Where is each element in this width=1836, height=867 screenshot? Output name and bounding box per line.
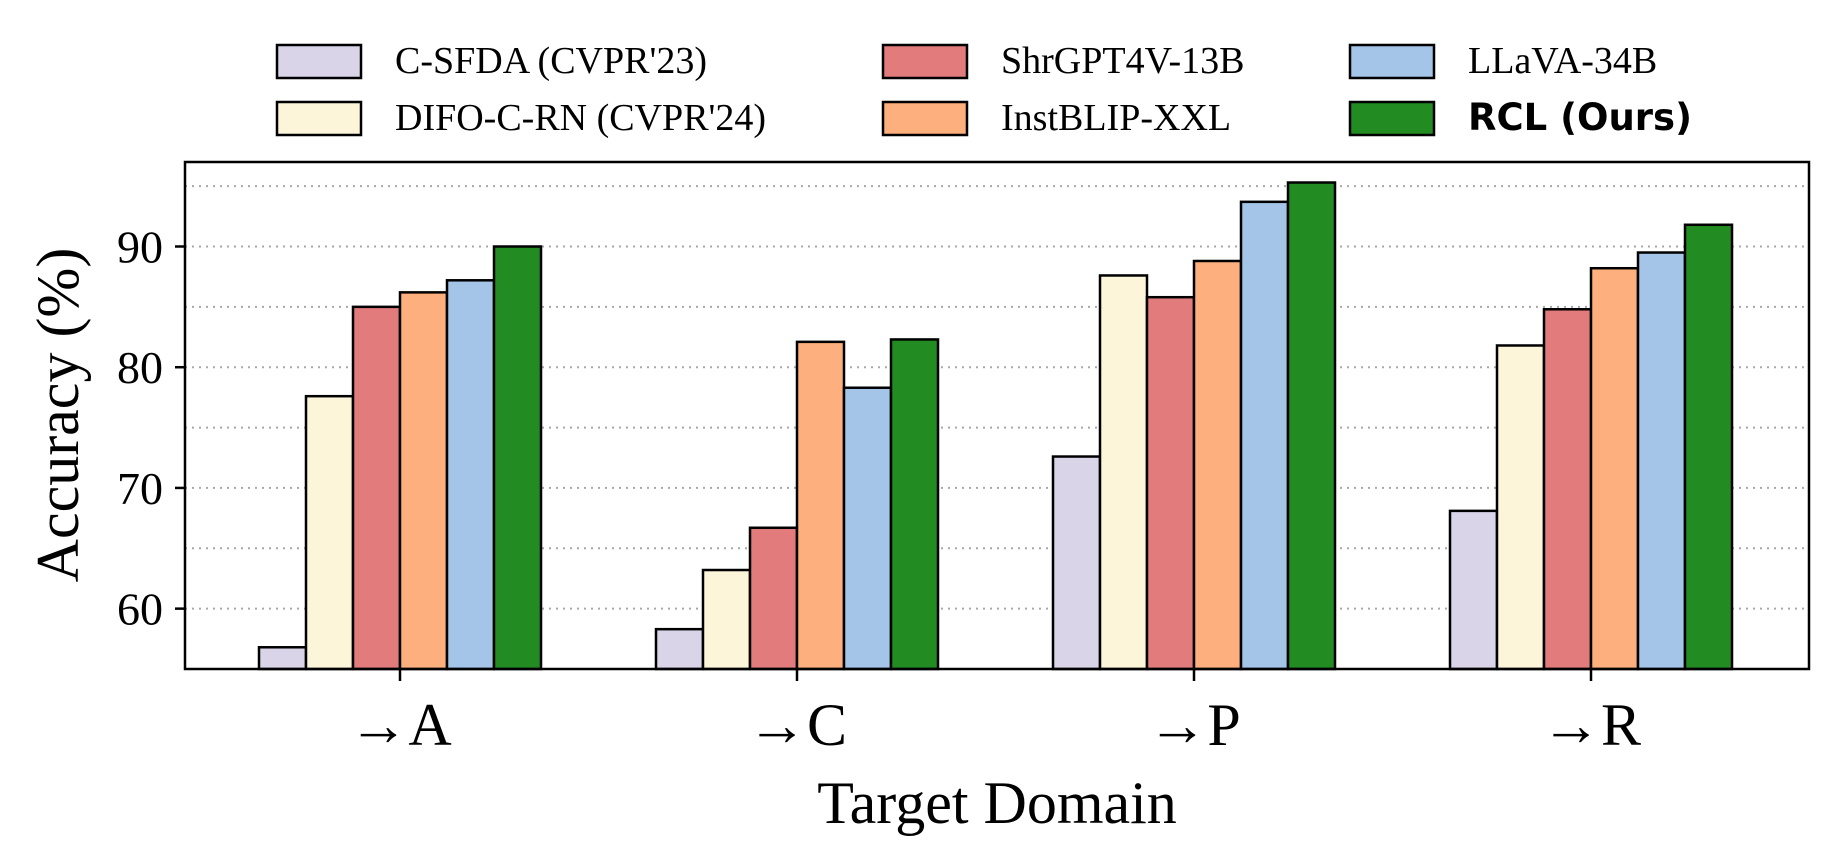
plot-frame bbox=[183, 160, 1811, 671]
bar-rcl-ours-1 bbox=[889, 338, 940, 671]
y-tick-label: 70 bbox=[117, 463, 163, 514]
bar-c-sfda-cvpr-23-2 bbox=[1051, 455, 1102, 671]
x-tick-label: →C bbox=[747, 692, 847, 758]
legend-label: DIFO-C-RN (CVPR'24) bbox=[395, 97, 766, 139]
bar-c-sfda-cvpr-23-3 bbox=[1448, 509, 1499, 671]
bar-shrgpt4v-13b-2 bbox=[1145, 295, 1196, 671]
legend-swatch bbox=[275, 43, 363, 80]
axes: 60 70 80 90 →A →C →P →R bbox=[117, 222, 1641, 759]
legend-label: LLaVA-34B bbox=[1468, 40, 1657, 82]
x-tick-label: →R bbox=[1541, 692, 1641, 758]
x-tick-label: →P bbox=[1147, 692, 1240, 758]
y-axis-label: Accuracy (%) bbox=[25, 248, 91, 583]
bar-difo-c-rn-cvpr-24-3 bbox=[1495, 344, 1546, 671]
bar-difo-c-rn-cvpr-24-0 bbox=[304, 394, 355, 671]
bar-llava-34b-3 bbox=[1636, 251, 1687, 671]
y-tick-label: 80 bbox=[117, 342, 163, 393]
bar-instblip-xxl-3 bbox=[1589, 266, 1640, 671]
bar-llava-34b-0 bbox=[445, 279, 496, 671]
bar-rcl-ours-3 bbox=[1683, 223, 1734, 671]
legend-swatch bbox=[881, 43, 969, 80]
legend-label: ShrGPT4V-13B bbox=[1001, 40, 1245, 82]
bars bbox=[257, 181, 1734, 671]
bar-llava-34b-2 bbox=[1239, 200, 1290, 671]
legend-swatch bbox=[275, 100, 363, 137]
legend-label: RCL (Ours) bbox=[1468, 96, 1692, 139]
x-axis-label: Target Domain bbox=[817, 770, 1177, 836]
bar-rcl-ours-2 bbox=[1286, 181, 1337, 671]
bar-difo-c-rn-cvpr-24-1 bbox=[701, 568, 752, 671]
grid-lines bbox=[185, 185, 1809, 610]
bar-c-sfda-cvpr-23-0 bbox=[257, 646, 308, 671]
bar-instblip-xxl-2 bbox=[1192, 259, 1243, 671]
legend-label: C-SFDA (CVPR'23) bbox=[395, 40, 707, 82]
x-tick-label: →A bbox=[348, 692, 451, 758]
bar-difo-c-rn-cvpr-24-2 bbox=[1098, 274, 1149, 671]
bar-rcl-ours-0 bbox=[492, 245, 543, 671]
legend: C-SFDA (CVPR'23) DIFO-C-RN (CVPR'24) ShrGP… bbox=[275, 40, 1692, 139]
bar-instblip-xxl-0 bbox=[398, 291, 449, 671]
bar-c-sfda-cvpr-23-1 bbox=[654, 627, 705, 671]
legend-swatch bbox=[1348, 43, 1436, 80]
y-tick-label: 90 bbox=[117, 222, 163, 273]
bar-shrgpt4v-13b-1 bbox=[748, 526, 799, 671]
bar-llava-34b-1 bbox=[842, 386, 893, 671]
y-tick-label: 60 bbox=[117, 584, 163, 635]
bar-shrgpt4v-13b-3 bbox=[1542, 308, 1593, 671]
legend-swatch bbox=[1348, 100, 1436, 137]
legend-label: InstBLIP-XXL bbox=[1001, 97, 1231, 139]
bar-instblip-xxl-1 bbox=[795, 340, 846, 671]
bar-shrgpt4v-13b-0 bbox=[351, 305, 402, 671]
legend-swatch bbox=[881, 100, 969, 137]
